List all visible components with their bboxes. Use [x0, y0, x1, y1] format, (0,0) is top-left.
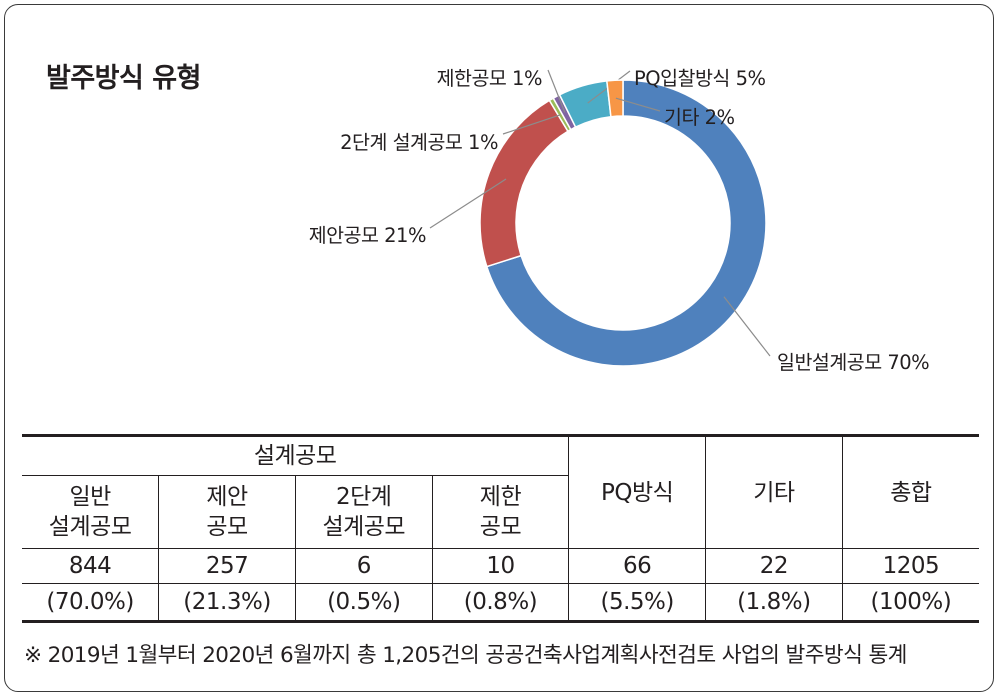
slice-label-proposal: 제안공모 21%	[309, 224, 426, 247]
pie-slice-proposal	[479, 99, 569, 268]
slice-label-restricted: 제한공모 1%	[437, 67, 542, 90]
table-count-row: 844 257 6 10 66 22 1205	[22, 548, 979, 584]
slice-label-general: 일반설계공모 70%	[777, 351, 929, 374]
slice-label-two-stage: 2단계 설계공모 1%	[340, 131, 498, 154]
percent-cell: (5.5%)	[568, 583, 707, 623]
pie-slice-etc	[606, 79, 624, 118]
count-cell: 844	[22, 548, 160, 584]
header-cell-proposal: 제안 공모	[158, 475, 296, 549]
header-cell-restricted: 제한 공모	[431, 475, 569, 549]
table-subheader-row: 일반 설계공모 제안 공모 2단계 설계공모 제한 공모	[22, 475, 979, 549]
figure-frame	[4, 4, 994, 692]
header-cell-etc: 기타	[705, 434, 843, 549]
stats-table: 설계공모 PQ방식 기타 총합 일반 설계공모 제안 공모 2단계 설계공모 제…	[22, 434, 979, 623]
leader-line	[429, 178, 507, 229]
percent-cell: (0.8%)	[431, 583, 570, 623]
count-cell: 10	[431, 548, 570, 584]
pie-slice-general	[485, 79, 767, 367]
percent-cell: (0.5%)	[294, 583, 433, 623]
count-cell: 6	[294, 548, 433, 584]
percent-cell: (100%)	[841, 583, 979, 623]
chart-title: 발주방식 유형	[46, 63, 201, 94]
header-cell-pq: PQ방식	[568, 434, 707, 549]
footnote: ※ 2019년 1월부터 2020년 6월까지 총 1,205건의 공공건축사업…	[24, 643, 907, 668]
count-cell: 1205	[841, 548, 979, 584]
header-cell-two-stage: 2단계 설계공모	[294, 475, 433, 549]
count-cell: 257	[158, 548, 296, 584]
donut-chart: 일반설계공모 70% 제안공모 21% 2단계 설계공모 1% 제한공모 1% PQ입찰…	[309, 67, 930, 374]
leader-line	[615, 97, 661, 112]
leader-line	[723, 296, 771, 357]
table-percent-row: (70.0%) (21.3%) (0.5%) (0.8%) (5.5%) (1.…	[22, 583, 979, 623]
group-header-cell: 설계공모	[22, 434, 570, 476]
percent-cell: (70.0%)	[22, 583, 160, 623]
count-cell: 22	[705, 548, 843, 584]
leader-line	[547, 69, 566, 113]
leader-line	[502, 114, 561, 135]
header-cell-total: 총합	[841, 434, 979, 549]
table-header-row: 설계공모 PQ방식 기타 총합	[22, 434, 979, 549]
count-cell: 66	[568, 548, 707, 584]
slice-label-etc: 기타 2%	[664, 106, 735, 129]
percent-cell: (1.8%)	[705, 583, 843, 623]
slice-label-pq: PQ입찰방식 5%	[634, 67, 766, 90]
header-cell-general: 일반 설계공모	[22, 475, 160, 549]
percent-cell: (21.3%)	[158, 583, 296, 623]
